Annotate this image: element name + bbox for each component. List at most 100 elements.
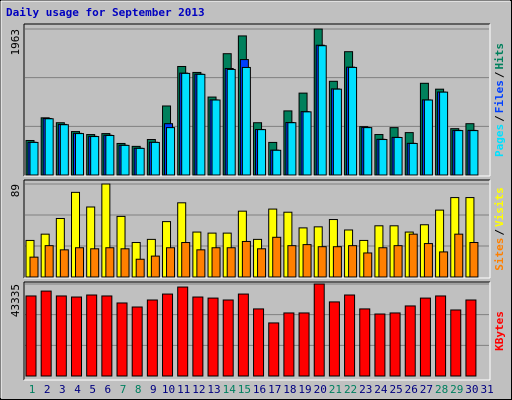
x-tick-label: 23 [359,383,372,396]
legend-entry: Pages [493,124,506,157]
x-tick-label: 12 [192,383,205,396]
x-tick-label: 8 [135,383,142,396]
bar [226,247,236,278]
x-tick-label: 18 [283,383,296,396]
bar [423,99,433,176]
bar [393,245,403,278]
bar [120,248,130,278]
x-tick-label: 26 [405,383,418,396]
bar [116,302,128,377]
y-tick-label: 89 [9,184,22,197]
x-tick-label: 29 [450,383,463,396]
x-tick-label: 28 [435,383,448,396]
x-tick-label: 9 [150,383,157,396]
bar [166,127,176,176]
bar [393,137,403,176]
bar [241,66,251,176]
x-tick-label: 3 [59,383,66,396]
bar [469,130,479,176]
bar [59,249,69,278]
bar [166,247,176,278]
x-tick-label: 30 [465,383,478,396]
x-tick-label: 7 [120,383,127,396]
bar [332,246,342,278]
bar [181,242,191,278]
bar [226,68,236,176]
bar [29,141,39,176]
x-tick-label: 2 [44,383,51,396]
x-tick-label: 14 [223,383,237,396]
bar [328,301,340,377]
legend: Sites / Visits [493,187,506,271]
bar [348,245,358,278]
legend-entry: Sites [493,238,506,271]
bar [162,293,174,377]
bar [272,149,282,176]
bar [75,247,85,278]
bar [29,256,39,278]
bar [469,242,479,278]
bar [211,99,221,176]
bar [90,136,100,176]
legend-entry: Hits [493,43,506,70]
legend-entry: Files [493,80,506,113]
bar [313,283,325,377]
legend-separator: / [493,229,506,236]
bar [389,312,401,377]
x-tick-label: 6 [105,383,112,396]
bar [359,308,371,377]
bar [408,233,418,278]
bar [450,309,462,377]
bar [55,295,67,377]
x-tick-label: 13 [207,383,220,396]
x-tick-label: 1 [29,383,36,396]
bar [25,295,37,377]
bar [222,299,234,377]
bar [177,286,189,377]
bar [105,135,115,176]
bar [332,88,342,176]
bar [454,130,464,176]
legend-entry: Visits [493,187,506,227]
x-tick-label: 27 [420,383,433,396]
bar [253,308,265,377]
bar [378,139,388,176]
bar [348,66,358,176]
bar [150,141,160,176]
y-tick-label: 43335 [9,284,22,317]
x-tick-label: 11 [177,383,190,396]
bar [44,118,54,176]
x-tick-label: 17 [268,383,281,396]
bar [378,247,388,278]
bar [131,306,143,377]
bar [287,245,297,278]
bar [90,248,100,278]
bar [44,245,54,278]
legend-separator: / [493,115,506,122]
bar [408,142,418,176]
bar [268,322,280,377]
bar [363,127,373,176]
bar [423,243,433,278]
bar [211,247,221,278]
bar [207,297,219,377]
bar [439,251,449,278]
bar [237,293,249,377]
bar [135,147,145,176]
bar [419,297,431,377]
x-tick-label: 19 [298,383,311,396]
legend: KBytes [493,311,506,351]
bar [272,236,282,278]
x-tick-label: 31 [480,383,493,396]
bar [150,255,160,278]
bar [105,247,115,278]
bar [196,73,206,176]
bar [283,312,295,377]
x-tick-label: 21 [329,383,342,396]
x-tick-label: 5 [89,383,96,396]
bar [302,244,312,278]
bar [257,248,267,278]
bar [454,233,464,278]
x-tick-label: 10 [162,383,175,396]
